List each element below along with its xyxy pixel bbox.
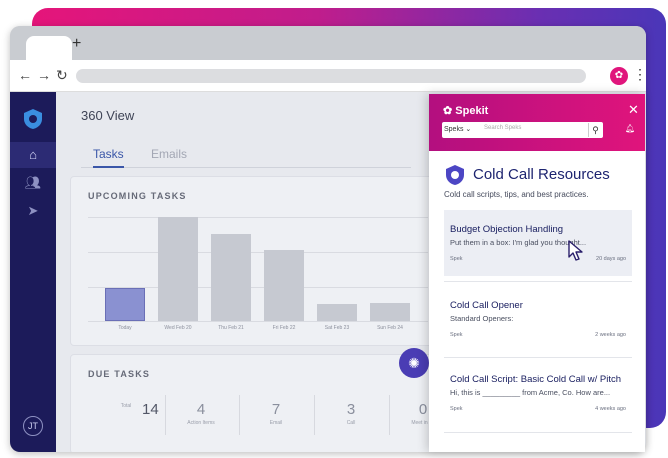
chart-tick-label: Wed Feb 20 (164, 325, 192, 331)
stat-value: 4 (196, 401, 206, 418)
spek-title: Budget Objection Handling (450, 224, 564, 235)
chart-bar[interactable] (158, 217, 198, 321)
spek-type: Spek (450, 332, 463, 338)
back-icon[interactable]: ← (18, 67, 32, 83)
upcoming-tasks-card: UPCOMING TASKS Today Wed Feb 20 Thu Feb 21… (70, 176, 450, 346)
spek-title: Cold Call Opener (450, 300, 523, 311)
spekit-brand: ✿ Spekit (443, 105, 489, 117)
mouse-cursor-icon (568, 240, 583, 261)
stat-value: 14 (142, 401, 159, 418)
chart-tick-label: Sat Feb 23 (324, 325, 350, 331)
chart-tick-label: Fri Feb 22 (272, 325, 296, 331)
chart-bar[interactable] (264, 250, 304, 321)
chart-bar[interactable] (211, 234, 251, 321)
stat-label: Total (120, 403, 132, 409)
url-field[interactable] (76, 69, 586, 83)
gridline (88, 217, 428, 218)
send-icon[interactable]: ➤ (27, 203, 39, 218)
stat-value: 3 (346, 401, 356, 418)
due-tasks-title: DUE TASKS (88, 369, 151, 379)
spekit-header: ✿ Spekit ✕ Speks ⌄ Search Speks ⚲ 🔔︎ (429, 94, 645, 151)
stat-label: Email (269, 420, 283, 426)
scope-select[interactable]: Speks ⌄ (444, 126, 472, 133)
search-icon[interactable]: ⚲ (588, 123, 602, 137)
divider (444, 281, 632, 282)
close-icon[interactable]: ✕ (628, 102, 639, 117)
stat-meet[interactable]: 0 Meet in pe (393, 401, 453, 426)
spek-item[interactable]: Cold Call Script: Basic Cold Call w/ Pit… (444, 360, 632, 426)
chart-tick-label: Today (118, 325, 132, 331)
topic-subtitle: Cold call scripts, tips, and best practi… (444, 190, 589, 199)
chart-bar[interactable] (105, 288, 145, 321)
spek-body: Hi, this is _________ from Acme, Co. How… (450, 388, 611, 397)
new-tab-button[interactable]: + (72, 35, 82, 52)
tab-emails[interactable]: Emails (151, 147, 188, 161)
address-bar: ← → ↻ ✿ ⋮ (10, 60, 646, 92)
avatar[interactable]: JT (23, 416, 43, 436)
divider (165, 395, 166, 435)
tab-tasks[interactable]: Tasks (93, 147, 124, 168)
chart-tick-label: Sun Feb 24 (377, 325, 403, 331)
stat-label: Action Items (187, 420, 215, 426)
chart-bar[interactable] (370, 303, 410, 321)
spek-body: Standard Openers: (450, 314, 514, 323)
stat-value: 7 (271, 401, 281, 418)
gridline (88, 287, 428, 288)
stat-action-items[interactable]: 4 Action Items (171, 401, 231, 426)
tab-strip: Tasks Emails (81, 144, 411, 168)
topic-shield-icon (446, 165, 464, 185)
browser-tab[interactable] (26, 36, 72, 62)
stat-label: Meet in pe (411, 420, 435, 426)
topic-title: Cold Call Resources (473, 166, 610, 183)
spek-age: 4 weeks ago (595, 406, 626, 412)
browser-menu-icon[interactable]: ⋮ (633, 66, 646, 82)
bell-icon[interactable]: 🔔︎ (625, 124, 636, 133)
gridline (88, 252, 428, 253)
scope-label: Speks (444, 126, 464, 133)
search-input[interactable]: Search Speks (484, 125, 522, 131)
upcoming-tasks-chart: Today Wed Feb 20 Thu Feb 21 Fri Feb 22 Sat F… (88, 217, 428, 331)
divider (444, 432, 632, 433)
home-icon[interactable]: ⌂ (10, 142, 56, 168)
stat-total[interactable]: 14 Total (96, 401, 159, 418)
spek-age: 20 days ago (596, 256, 626, 262)
chart-bar[interactable] (317, 304, 357, 321)
main-content: 360 View Tasks Emails UPCOMING TASKS Tod… (56, 92, 646, 452)
spek-title: Cold Call Script: Basic Cold Call w/ Pit… (450, 374, 622, 385)
stat-label: Call (346, 420, 356, 426)
chart-tick-label: Thu Feb 21 (218, 325, 244, 331)
spekit-extension-icon[interactable]: ✿ (610, 67, 628, 85)
stat-value: 0 (418, 401, 428, 418)
due-tasks-card: DUE TASKS 14 Total 4 Action Items 7 Emai… (70, 354, 450, 452)
divider (389, 395, 390, 435)
contacts-icon[interactable]: 👥︎ (24, 175, 42, 190)
search-bar: Speks ⌄ Search Speks ⚲ (442, 122, 603, 138)
spek-type: Spek (450, 406, 463, 412)
spek-type: Spek (450, 256, 463, 262)
brand-label: Spekit (455, 105, 489, 117)
page-title: 360 View (81, 108, 135, 123)
spekit-panel: ✿ Spekit ✕ Speks ⌄ Search Speks ⚲ 🔔︎ Col… (429, 94, 645, 452)
divider (314, 395, 315, 435)
app-logo-icon (24, 109, 42, 129)
spek-age: 2 weeks ago (595, 332, 626, 338)
gridline (88, 321, 428, 322)
spekit-launcher-button[interactable]: ✺ (399, 348, 429, 378)
forward-icon[interactable]: → (37, 67, 51, 83)
upcoming-tasks-title: UPCOMING TASKS (88, 191, 187, 201)
spek-item[interactable]: Cold Call Opener Standard Openers: Spek … (444, 286, 632, 352)
divider (444, 357, 632, 358)
stat-email[interactable]: 7 Email (246, 401, 306, 426)
spek-item[interactable]: Budget Objection Handling Put them in a … (444, 210, 632, 276)
tab-bar: + (10, 26, 646, 62)
reload-icon[interactable]: ↻ (56, 67, 68, 83)
stat-call[interactable]: 3 Call (321, 401, 381, 426)
sidebar: ⌂ 👥︎ ➤ JT (10, 92, 56, 452)
spek-body: Put them in a box: I'm glad you thought.… (450, 238, 587, 247)
divider (239, 395, 240, 435)
